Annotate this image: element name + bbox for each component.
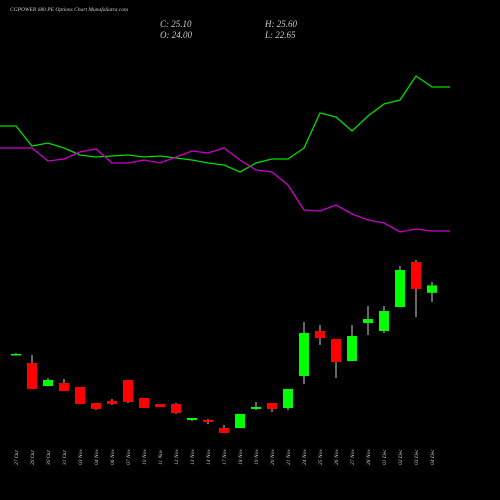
x-tick-label: 07 Nov [126, 449, 132, 465]
x-tick-label: 28 Nov [366, 449, 372, 465]
x-tick-label: 04 Dec [429, 449, 436, 465]
candle-body [107, 400, 117, 405]
indicator-line [0, 75, 450, 173]
indicator-line [0, 147, 450, 233]
x-tick-label: 26 Nov [334, 449, 340, 465]
x-tick-label: 11 Nov [158, 449, 164, 465]
x-tick-label: 18 Nov [238, 449, 244, 465]
x-tick-label: 20 Nov [270, 449, 276, 465]
candle-body [235, 413, 245, 429]
x-tick-label: 06 Nov [110, 449, 116, 465]
candle-body [331, 339, 341, 362]
candle-body [171, 404, 181, 413]
candle-body [299, 332, 309, 377]
info-high: H: 25.60 [264, 19, 297, 29]
x-tick-label: 21 Nov [286, 449, 292, 465]
candle-body [11, 353, 21, 356]
candle-body [315, 331, 325, 338]
chart-title: CGPOWER 680 PE Options Chart MunafaSutra… [10, 6, 128, 13]
candle-body [347, 336, 357, 361]
x-tick-label: 27 Oct [14, 450, 20, 465]
candle-body [187, 417, 197, 421]
candle-body [27, 363, 37, 389]
candle-body [251, 406, 261, 409]
candle-body [427, 285, 437, 293]
x-tick-label: 19 Nov [254, 449, 260, 465]
x-tick-label: 31 Oct [62, 450, 68, 466]
info-close: C: 25.10 [160, 19, 192, 29]
candle-body [283, 388, 293, 409]
candle-body [139, 397, 149, 409]
candle-body [203, 420, 213, 422]
x-tick-label: 13 Nov [190, 449, 196, 465]
candle-body [395, 269, 405, 308]
x-tick-label: 03 Dec [414, 449, 420, 465]
x-tick-label: 30 Oct [46, 450, 52, 466]
candle-body [219, 428, 229, 433]
x-tick-label: 17 Nov [222, 449, 228, 465]
candle-body [59, 382, 69, 391]
x-tick-label: 29 Oct [30, 450, 36, 465]
info-low: L: 22.65 [264, 30, 296, 40]
x-tick-label: 02 Dec [398, 449, 404, 465]
candle-body [363, 319, 373, 324]
x-tick-label: 03 Nov [78, 449, 84, 465]
x-tick-label: 04 Nov [93, 449, 100, 465]
x-tick-label: 14 Nov [205, 449, 212, 465]
candle-body [123, 380, 133, 402]
info-open: O: 24.00 [160, 30, 192, 40]
candle-body [75, 386, 85, 405]
x-tick-label: 27 Nov [350, 449, 356, 465]
candle-body [155, 404, 165, 407]
x-tick-label: 01 Dec [382, 449, 388, 465]
candle-body [379, 311, 389, 332]
x-tick-label: 12 Nov [174, 449, 180, 465]
candle-body [411, 261, 421, 289]
candle-body [91, 402, 101, 409]
candle-body [43, 380, 53, 386]
candle-body [267, 402, 277, 409]
x-tick-label: 24 Nov [301, 449, 308, 465]
x-tick-label: 25 Nov [318, 449, 324, 465]
x-tick-label: 10 Nov [142, 449, 148, 465]
